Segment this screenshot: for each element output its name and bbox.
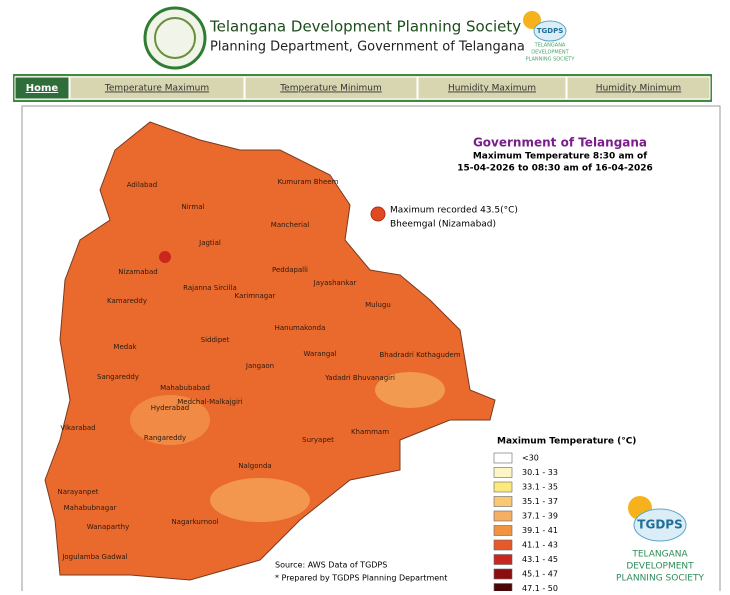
district-label: Hanumakonda xyxy=(275,324,326,332)
logo-name: TGDPS xyxy=(637,518,682,532)
district-label: Medak xyxy=(113,343,137,351)
nav-tab[interactable] xyxy=(244,76,418,100)
annotation: Bheemgal (Nizamabad) xyxy=(390,220,496,230)
logo-sun xyxy=(523,11,541,29)
district-label: Vikarabad xyxy=(60,424,95,432)
temp-zone xyxy=(375,372,445,408)
legend-swatch xyxy=(493,510,513,522)
nav-label[interactable]: Temperature Minimum xyxy=(279,84,382,94)
legend-label: 35.1 - 37 xyxy=(522,497,558,506)
district-label: Rajanna Sircilla xyxy=(183,284,237,292)
district-label: Nizamabad xyxy=(118,268,157,276)
state-map xyxy=(44,121,496,581)
district-label: Kamareddy xyxy=(107,297,147,305)
source: Source: AWS Data of TGDPS xyxy=(275,561,387,570)
logo-cloud xyxy=(533,20,567,42)
nav-tab[interactable] xyxy=(69,76,245,100)
district-label: Khammam xyxy=(351,428,389,436)
legend-swatch xyxy=(493,452,513,464)
district-label: Wanaparthy xyxy=(87,523,129,531)
district-label: Warangal xyxy=(303,350,336,358)
map-subtitle: Maximum Temperature 8:30 am of xyxy=(473,152,647,162)
source: * Prepared by TGDPS Planning Department xyxy=(275,574,447,583)
nav-label[interactable]: Humidity Maximum xyxy=(448,84,536,94)
district-label: Mulugu xyxy=(365,301,391,309)
legend-swatch xyxy=(493,481,513,493)
nav-label[interactable]: Humidity Minimum xyxy=(596,84,681,94)
map-subtitle: 15-04-2026 to 08:30 am of 16-04-2026 xyxy=(457,164,653,174)
district-label: Yadadri Bhuvanagiri xyxy=(324,374,395,382)
logo-line: PLANNING SOCIETY xyxy=(616,574,704,584)
logo-line: DEVELOPMENT xyxy=(626,562,694,572)
district-label: Jogulamba Gadwal xyxy=(61,553,127,561)
legend-swatch xyxy=(493,496,513,507)
district-label: Mancherial xyxy=(271,221,309,229)
district-label: Siddipet xyxy=(201,336,230,344)
header-title: Telangana Development Planning Society xyxy=(209,18,521,36)
nav-tab[interactable] xyxy=(566,76,711,100)
legend-swatch xyxy=(493,539,513,551)
legend-label: 43.1 - 45 xyxy=(522,555,558,564)
legend-label: 39.1 - 41 xyxy=(522,526,558,535)
legend-swatch xyxy=(493,554,513,565)
legend-title: Maximum Temperature (°C) xyxy=(497,437,636,447)
district-label: Jayashankar xyxy=(313,279,357,287)
header-subtitle: Planning Department, Government of Telan… xyxy=(210,40,525,55)
nav-tab-active[interactable] xyxy=(14,76,70,100)
legend-swatch xyxy=(493,467,513,478)
logo-name: TGDPS xyxy=(537,27,564,35)
temp-zone xyxy=(210,478,310,522)
district-label: Adilabad xyxy=(127,181,157,189)
nav-label[interactable]: Temperature Maximum xyxy=(104,84,209,94)
nav-tab[interactable] xyxy=(417,76,567,100)
emblem-inner xyxy=(154,17,196,59)
logo-line: TELANGANA xyxy=(631,550,688,560)
district-label: Sangareddy xyxy=(97,373,139,381)
district-label: Mahabubnagar xyxy=(64,504,117,512)
district-label: Hyderabad xyxy=(151,404,190,412)
district-label: Nalgonda xyxy=(238,462,271,470)
district-label: Peddapalli xyxy=(272,266,308,274)
map-title: Government of Telangana xyxy=(473,136,647,150)
header-bg xyxy=(0,0,730,72)
legend-label: 30.1 - 33 xyxy=(522,468,558,477)
legend-swatch xyxy=(493,583,513,594)
district-label: Karimnagar xyxy=(235,292,276,300)
nav-label[interactable]: Home xyxy=(26,83,59,94)
district-label: Nagarkurnool xyxy=(171,518,218,526)
legend-label: 33.1 - 35 xyxy=(522,483,558,492)
logo-line: DEVELOPMENT xyxy=(531,50,569,56)
district-label: Suryapet xyxy=(302,436,334,444)
legend-label: 47.1 - 50 xyxy=(522,584,558,591)
district-label: Medchal-Malkajgiri xyxy=(177,398,243,406)
district-label: Kumuram Bheem xyxy=(278,178,339,186)
legend-swatch xyxy=(493,568,513,580)
legend-label: 41.1 - 43 xyxy=(522,541,558,550)
legend-label: 45.1 - 47 xyxy=(522,570,558,579)
temp-zone xyxy=(130,395,210,445)
max-point xyxy=(159,251,171,263)
logo-cloud xyxy=(633,508,687,542)
district-label: Jangaon xyxy=(245,362,274,370)
district-label: Nirmal xyxy=(182,203,205,211)
legend-swatch xyxy=(493,525,513,536)
logo-line: TELANGANA xyxy=(534,43,566,49)
logo-line: PLANNING SOCIETY xyxy=(526,57,576,63)
annotation: Maximum recorded 43.5(°C) xyxy=(390,206,518,216)
district-label: Mahabubabad xyxy=(160,384,210,392)
district-label: Jagtial xyxy=(198,239,221,247)
legend-label: <30 xyxy=(522,454,539,463)
emblem xyxy=(143,6,207,70)
district-label: Bhadradri Kothagudem xyxy=(379,351,460,359)
legend-label: 37.1 - 39 xyxy=(522,512,558,521)
district-label: Rangareddy xyxy=(144,434,186,442)
district-label: Narayanpet xyxy=(57,488,98,496)
legend-point xyxy=(370,206,386,222)
